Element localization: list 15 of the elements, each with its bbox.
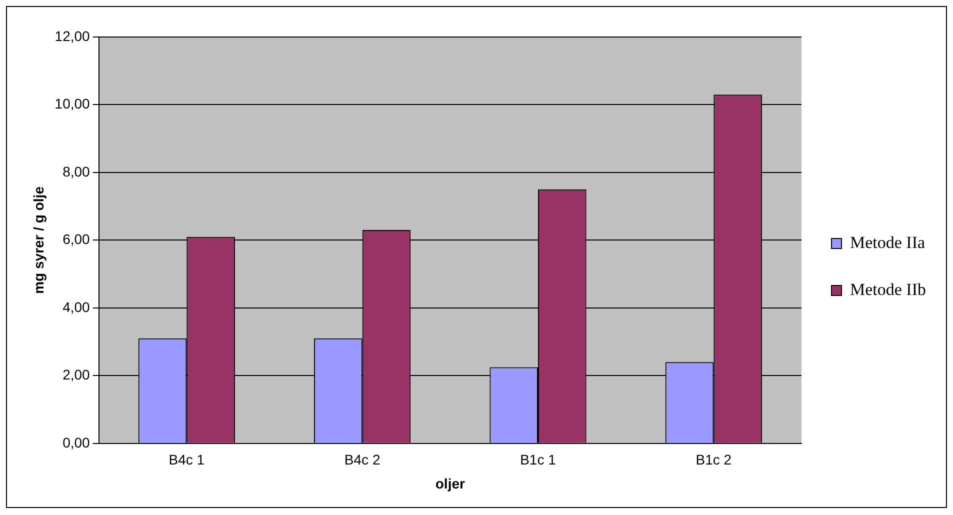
legend-label: Metode IIa: [850, 232, 926, 252]
legend-label: Metode IIb: [850, 280, 926, 299]
y-tick-label: 4,00: [62, 298, 90, 315]
x-tick-label: B4c 2: [344, 452, 380, 468]
y-tick-label: 2,00: [62, 366, 90, 383]
y-tick-label: 6,00: [62, 231, 90, 248]
x-tick-label: B1c 1: [520, 452, 556, 468]
x-tick-label: B4c 1: [168, 452, 205, 468]
x-tick-label: B1c 2: [696, 452, 732, 468]
y-axis-title: mg syrer / g olje: [30, 186, 46, 294]
y-tick-label: 10,00: [54, 96, 90, 112]
y-tick-label: 0,00: [62, 434, 90, 450]
y-tick-label: 12,00: [54, 28, 90, 44]
y-tick-label: 8,00: [62, 163, 90, 180]
x-axis-title: oljer: [435, 475, 466, 492]
